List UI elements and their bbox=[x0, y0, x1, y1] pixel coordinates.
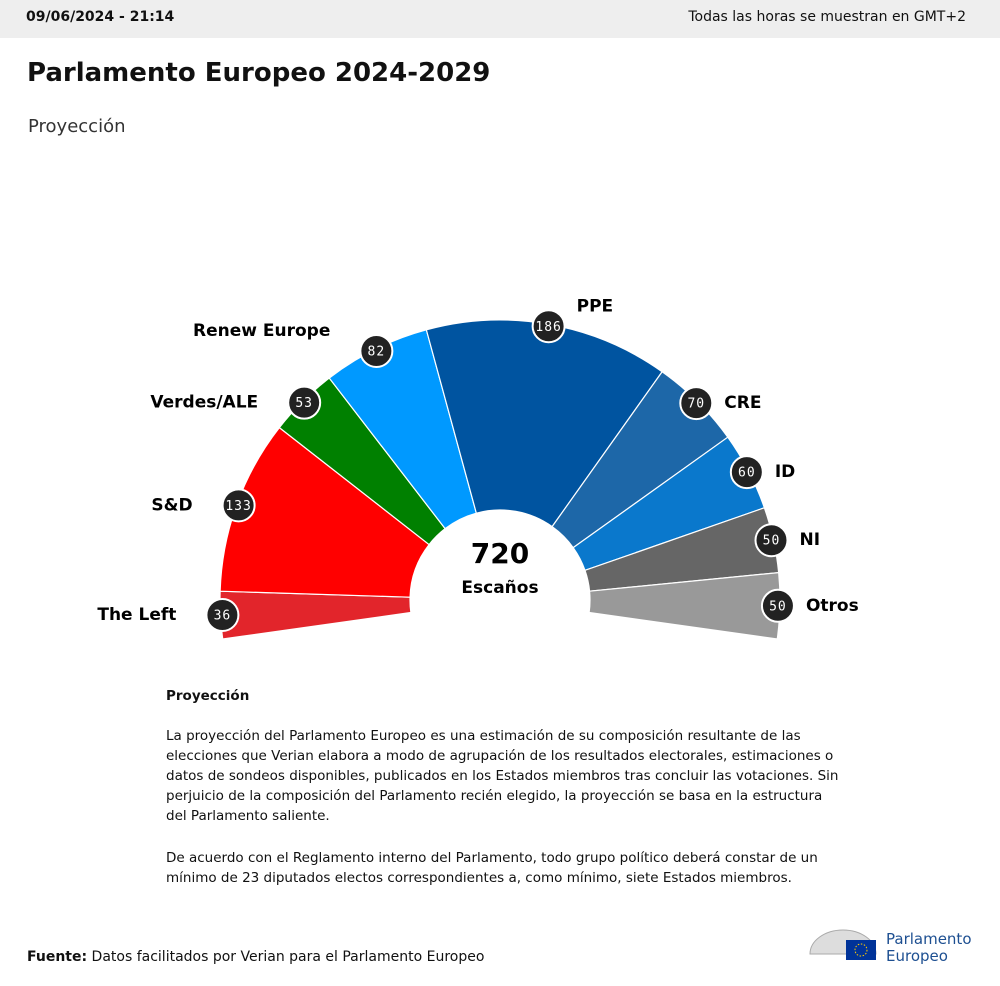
notes: Proyección La proyección del Parlamento … bbox=[166, 686, 846, 888]
value-badge bbox=[531, 309, 566, 344]
chart-title: Parlamento Europeo 2024-2029 bbox=[27, 58, 491, 88]
chart: 36 The Left 133 S&D 53 Verdes/ALE 82 Renew Euro… bbox=[97, 296, 859, 640]
category-label: Otros bbox=[806, 596, 859, 616]
timezone: Todas las horas se muestran en GMT+2 bbox=[688, 9, 966, 25]
value-label: 82 bbox=[368, 345, 386, 360]
value-label: 60 bbox=[738, 466, 756, 481]
value-label: 133 bbox=[225, 499, 251, 514]
category-label: The Left bbox=[97, 605, 176, 625]
value-badge bbox=[754, 523, 789, 558]
category-label: NI bbox=[799, 530, 820, 550]
paragraph: La proyección del Parlamento Europeo es … bbox=[166, 728, 839, 824]
seat-segment bbox=[219, 590, 412, 640]
value-label: 70 bbox=[687, 397, 705, 412]
value-label: 50 bbox=[769, 599, 787, 614]
value-badge bbox=[221, 488, 256, 523]
category-label: ID bbox=[775, 462, 795, 482]
logo-text: Parlamento Europeo bbox=[886, 931, 972, 965]
logo-icon bbox=[809, 929, 877, 960]
value-label: 186 bbox=[535, 320, 561, 335]
seat-segment bbox=[425, 319, 663, 528]
chart-subtitle: Proyección bbox=[28, 116, 126, 137]
category-label: Verdes/ALE bbox=[150, 393, 258, 413]
logo-line: Parlamento bbox=[886, 930, 972, 948]
value-badge bbox=[205, 598, 240, 633]
value-badge bbox=[729, 455, 764, 490]
source-label: Fuente: bbox=[27, 949, 88, 965]
total-label: Escaños bbox=[461, 578, 538, 598]
value-label: 53 bbox=[295, 396, 313, 411]
category-label: CRE bbox=[724, 393, 761, 413]
source: Fuente: Datos facilitados por Verian par… bbox=[27, 949, 484, 965]
value-label: 36 bbox=[214, 609, 232, 624]
total: 720 bbox=[471, 537, 529, 570]
category-label: S&D bbox=[151, 495, 192, 515]
datetime: 09/06/2024 - 21:14 bbox=[26, 9, 175, 25]
header-bar: 09/06/2024 - 21:14 Todas las horas se mu… bbox=[0, 0, 1000, 38]
logo-line: Europeo bbox=[886, 947, 948, 965]
value-badge bbox=[359, 334, 394, 369]
source-text: Datos facilitados por Verian para el Par… bbox=[91, 949, 485, 965]
value-label: 50 bbox=[763, 534, 781, 549]
category-label: Renew Europe bbox=[193, 321, 330, 341]
value-badge bbox=[760, 588, 795, 623]
paragraph: De acuerdo con el Reglamento interno del… bbox=[166, 850, 818, 886]
notes-heading: Proyección bbox=[166, 688, 250, 704]
seat-segment bbox=[219, 426, 430, 598]
value-badge bbox=[287, 385, 322, 420]
category-label: PPE bbox=[577, 296, 614, 316]
value-badge bbox=[679, 386, 714, 421]
